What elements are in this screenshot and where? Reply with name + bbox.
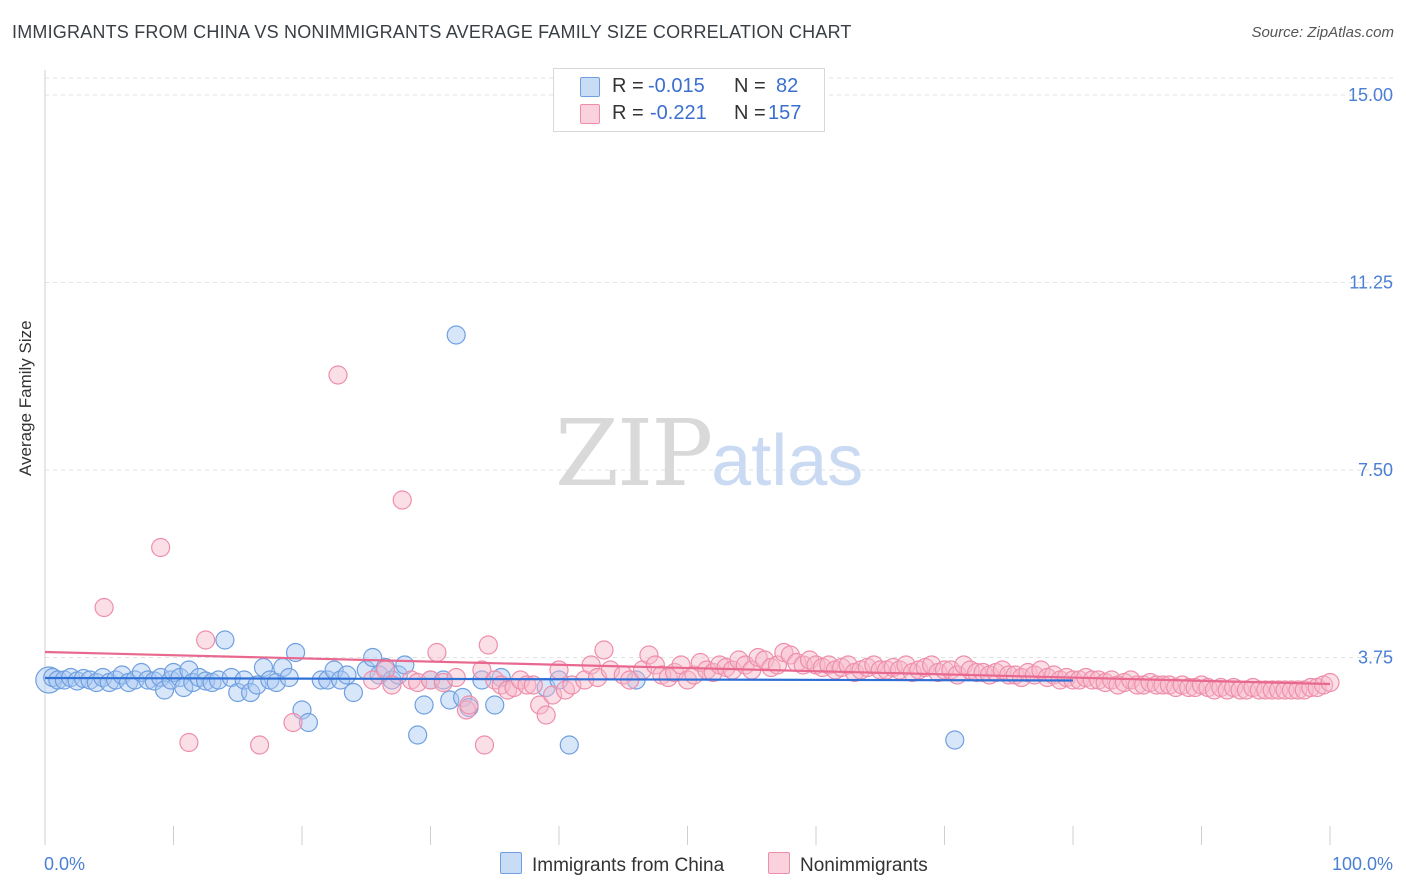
point-nonimmigrants [196, 630, 216, 650]
legend-label-china: Immigrants from China [532, 855, 725, 876]
point-immigrants-from-china [382, 670, 402, 690]
gridlines [45, 77, 1395, 658]
point-nonimmigrants [249, 735, 270, 755]
legend-item-nonimmigrants: Nonimmigrants [768, 852, 928, 877]
point-nonimmigrants [283, 712, 303, 733]
legend-swatch-pink [580, 104, 600, 124]
point-immigrants-from-china [298, 712, 319, 733]
point-immigrants-from-china [330, 670, 351, 690]
legend-r-label: R = [612, 102, 644, 124]
point-immigrants-from-china [234, 670, 254, 690]
axes [44, 70, 1331, 845]
point-immigrants-from-china [215, 630, 235, 650]
chart-title: IMMIGRANTS FROM CHINA VS NONIMMIGRANTS A… [12, 22, 852, 42]
point-nonimmigrants [446, 667, 466, 688]
series-immigrants-from-china [35, 325, 965, 755]
point-immigrants-from-china [408, 725, 428, 745]
point-nonimmigrants [536, 705, 556, 725]
point-nonimmigrants [1320, 672, 1340, 693]
point-nonimmigrants [639, 645, 659, 665]
point-nonimmigrants [864, 655, 884, 675]
point-immigrants-from-china [112, 665, 132, 685]
point-nonimmigrants [363, 670, 383, 690]
point-nonimmigrants [478, 635, 498, 655]
point-nonimmigrants [838, 655, 858, 675]
tick-labels: 3.75 7.50 11.25 15.00 0.0% 100.0% [44, 85, 1393, 874]
point-nonimmigrants [1031, 660, 1051, 680]
point-nonimmigrants [530, 695, 550, 715]
point-immigrants-from-china [485, 695, 505, 715]
legend-n-label: N = [734, 102, 766, 124]
point-nonimmigrants [992, 660, 1012, 680]
point-nonimmigrants [555, 680, 576, 700]
legend-label-nonimmigrants: Nonimmigrants [800, 855, 928, 876]
y-tick-label: 11.25 [1349, 273, 1393, 293]
watermark-zip: ZIP [555, 400, 713, 507]
legend-swatch-pink [768, 852, 790, 874]
point-nonimmigrants [459, 695, 479, 715]
point-nonimmigrants [562, 675, 582, 695]
point-immigrants-from-china [363, 647, 383, 668]
legend-n-label: N = [734, 75, 766, 97]
legend-r-value: -0.015 [648, 75, 705, 97]
point-immigrants-from-china [945, 730, 965, 750]
watermark-atlas: atlas [711, 421, 864, 501]
y-tick-label: 7.50 [1358, 460, 1393, 480]
legend-swatch-blue [580, 77, 600, 97]
correlation-legend: R = -0.015 N = 82 R = -0.221 N = 157 [553, 68, 825, 132]
point-immigrants-from-china [343, 682, 363, 703]
point-nonimmigrants [392, 490, 412, 510]
y-tick-label: 3.75 [1358, 648, 1393, 668]
point-nonimmigrants [456, 700, 477, 720]
point-nonimmigrants [328, 365, 348, 385]
point-nonimmigrants [179, 732, 199, 753]
trend-lines [44, 650, 1331, 686]
trend-line-immigrants-from-china [44, 676, 1074, 682]
point-nonimmigrants [517, 675, 537, 695]
point-immigrants-from-china [311, 670, 331, 690]
watermark: ZIPatlas [555, 400, 863, 507]
point-immigrants-from-china [247, 675, 267, 695]
point-immigrants-from-china [337, 665, 357, 685]
point-nonimmigrants [474, 735, 495, 755]
point-immigrants-from-china [453, 687, 473, 708]
point-nonimmigrants [690, 652, 710, 673]
point-nonimmigrants [151, 537, 171, 558]
y-tick-label: 15.00 [1348, 85, 1393, 105]
point-immigrants-from-china [446, 325, 466, 345]
legend-r-value: -0.221 [650, 102, 707, 124]
point-nonimmigrants [645, 655, 665, 675]
point-nonimmigrants [542, 685, 563, 705]
x-tick-label-max: 100.0% [1332, 854, 1393, 874]
point-immigrants-from-china [414, 695, 434, 715]
trend-line-nonimmigrants [44, 650, 1331, 686]
point-nonimmigrants [594, 640, 614, 660]
source-label: Source: ZipAtlas.com [1251, 24, 1394, 41]
point-immigrants-from-china [163, 662, 184, 683]
legend-item-china: Immigrants from China [500, 852, 724, 877]
point-immigrants-from-china [559, 735, 579, 755]
point-nonimmigrants [94, 597, 114, 618]
point-nonimmigrants [780, 645, 800, 665]
point-immigrants-from-china [285, 642, 306, 663]
point-nonimmigrants [523, 675, 543, 695]
x-tick-label-min: 0.0% [44, 854, 85, 874]
point-nonimmigrants [382, 675, 402, 695]
point-immigrants-from-china [154, 680, 175, 700]
legend-n-value: 157 [768, 102, 802, 124]
legend-swatch-blue [500, 852, 522, 874]
legend-r-label: R = [612, 75, 644, 97]
y-axis-label: Average Family Size [16, 320, 35, 476]
legend-n-value: 82 [776, 75, 799, 97]
point-immigrants-from-china [241, 682, 261, 703]
point-nonimmigrants [427, 642, 447, 663]
